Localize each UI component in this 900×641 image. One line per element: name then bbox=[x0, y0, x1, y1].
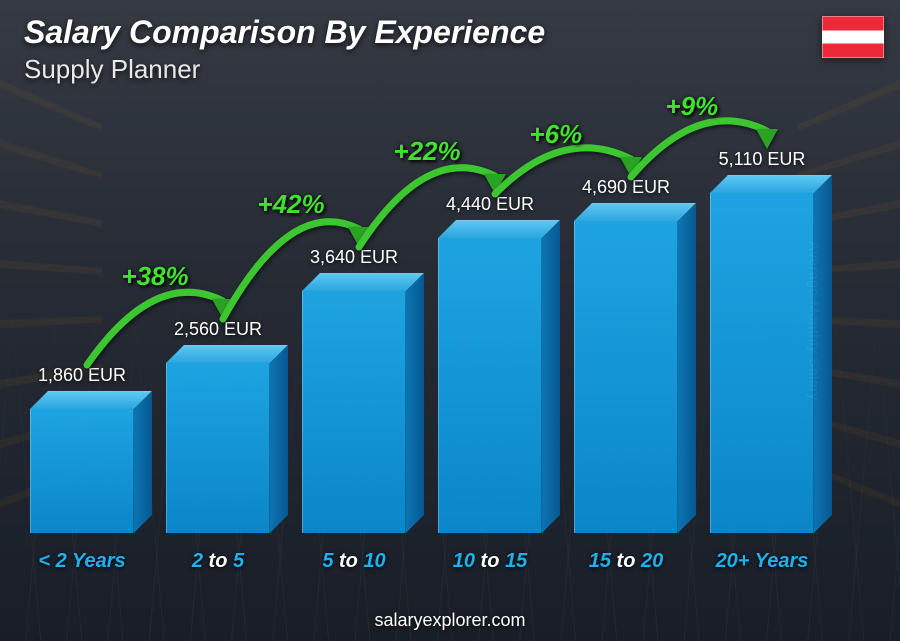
bar: 4,440 EUR10 to 15 bbox=[438, 238, 542, 533]
bar-value-label: 1,860 EUR bbox=[0, 365, 165, 386]
increase-pct-label: +9% bbox=[665, 91, 718, 122]
bar-side bbox=[406, 273, 424, 533]
infographic-stage: Salary Comparison By Experience Supply P… bbox=[0, 0, 900, 641]
bar-front bbox=[166, 363, 270, 533]
increase-pct-label: +38% bbox=[121, 261, 188, 292]
bar-side bbox=[270, 345, 288, 533]
bar: 5,110 EUR20+ Years bbox=[710, 193, 814, 533]
increase-pct-label: +6% bbox=[529, 119, 582, 150]
bar-chart: 1,860 EUR< 2 Years 2,560 EUR2 to 5 3,640 E… bbox=[30, 90, 850, 581]
page-subtitle: Supply Planner bbox=[24, 54, 200, 85]
bar: 2,560 EUR2 to 5 bbox=[166, 363, 270, 533]
bar-value-label: 4,690 EUR bbox=[543, 177, 709, 198]
bar-side bbox=[542, 220, 560, 533]
bar-top bbox=[710, 175, 832, 193]
bar-front bbox=[710, 193, 814, 533]
bar-front bbox=[302, 291, 406, 533]
bar-top bbox=[574, 203, 696, 221]
bar-side bbox=[134, 391, 152, 533]
bar-front bbox=[438, 238, 542, 533]
bar: 1,860 EUR< 2 Years bbox=[30, 409, 134, 533]
bar-front bbox=[30, 409, 134, 533]
bar-value-label: 3,640 EUR bbox=[271, 247, 437, 268]
increase-pct-label: +22% bbox=[393, 136, 460, 167]
bar: 4,690 EUR15 to 20 bbox=[574, 221, 678, 533]
bar-top bbox=[166, 345, 288, 363]
austria-flag-icon bbox=[822, 16, 884, 58]
bar-top bbox=[438, 220, 560, 238]
bar-value-label: 2,560 EUR bbox=[135, 319, 301, 340]
bar-side bbox=[814, 175, 832, 533]
bar-value-label: 5,110 EUR bbox=[679, 149, 845, 170]
page-title: Salary Comparison By Experience bbox=[24, 14, 545, 51]
bar: 3,640 EUR5 to 10 bbox=[302, 291, 406, 533]
bar-top bbox=[302, 273, 424, 291]
bar-side bbox=[678, 203, 696, 533]
increase-pct-label: +42% bbox=[257, 189, 324, 220]
bar-x-label: 20+ Years bbox=[658, 550, 866, 573]
bar-top bbox=[30, 391, 152, 409]
footer-attribution: salaryexplorer.com bbox=[0, 610, 900, 631]
bar-front bbox=[574, 221, 678, 533]
